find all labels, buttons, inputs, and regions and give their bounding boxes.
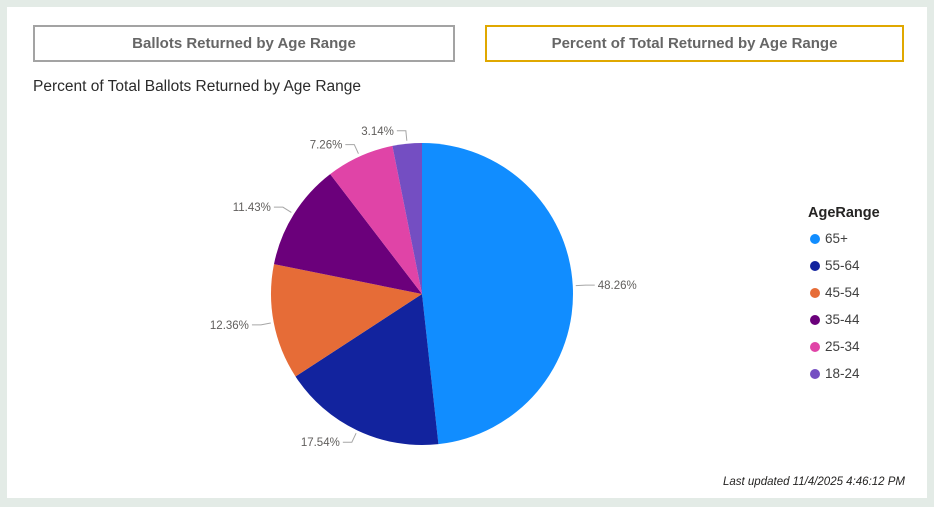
legend-item-18-24[interactable]: 18-24 [808,360,918,387]
legend-items: 65+ 55-64 45-54 35-44 25-34 18-24 [808,225,918,387]
pie-data-label: 3.14% [361,126,394,138]
data-label-leader-line [342,432,357,443]
legend-item-25-34[interactable]: 25-34 [808,333,918,360]
legend-item-label: 45-54 [825,285,860,300]
percent-of-total-button[interactable]: Percent of Total Returned by Age Range [485,25,904,62]
pie-data-label: 7.26% [310,140,343,152]
data-label-leader-line [575,284,595,287]
pie-slice-65[interactable] [422,143,574,445]
pie-slice-18-24[interactable] [392,143,422,294]
pie-data-label: 17.54% [301,437,340,449]
pie-slice-25-34[interactable] [330,145,422,294]
data-label-leader-line [251,322,271,326]
pie-slice-55-64[interactable] [295,294,439,446]
legend-color-dot [810,260,820,271]
legend-item-label: 18-24 [825,366,860,381]
pie-chart[interactable]: 48.26% 17.54% 12.36% 11.43% 7.26% 3.14% [7,7,927,498]
legend-title: AgeRange [808,205,880,221]
legend-item-35-44[interactable]: 35-44 [808,306,918,333]
last-updated-text: Last updated 11/4/2025 4:46:12 PM [722,476,905,488]
pie-data-label: 11.43% [233,202,271,214]
legend-item-label: 55-64 [825,258,860,273]
legend-item-label: 65+ [825,231,848,246]
pie-data-label: 12.36% [210,320,249,332]
legend-color-dot [810,314,820,325]
report-canvas: Ballots Returned by Age Range Percent of… [7,7,927,498]
legend-color-dot [810,341,820,352]
pie-data-label: 48.26% [598,280,637,292]
legend-color-dot [810,233,820,244]
legend-item-label: 25-34 [825,339,860,354]
ballots-returned-button[interactable]: Ballots Returned by Age Range [33,25,455,62]
legend-item-65[interactable]: 65+ [808,225,918,252]
data-label-leader-line [273,206,292,213]
data-label-leader-line [396,130,408,141]
legend: AgeRange 65+ 55-64 45-54 35-44 25-34 18-24 [808,205,918,387]
pie-slice-35-44[interactable] [273,174,422,294]
legend-item-label: 35-44 [825,312,860,327]
legend-item-45-54[interactable]: 45-54 [808,279,918,306]
legend-color-dot [810,368,820,379]
data-label-leader-line [345,144,359,154]
chart-title: Percent of Total Ballots Returned by Age… [33,78,362,95]
legend-color-dot [810,287,820,298]
pie-slice-45-54[interactable] [271,264,422,377]
legend-item-55-64[interactable]: 55-64 [808,252,918,279]
